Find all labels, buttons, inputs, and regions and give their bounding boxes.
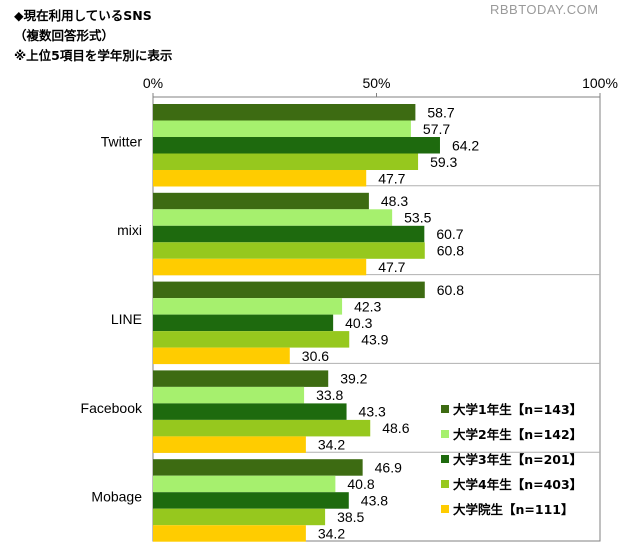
bar	[153, 281, 425, 299]
data-label: 40.8	[347, 476, 374, 492]
data-label: 58.7	[427, 104, 454, 120]
bar	[153, 104, 416, 121]
data-label: 60.7	[436, 226, 463, 242]
x-tick-label: 100%	[582, 75, 618, 91]
legend-swatch	[441, 480, 449, 488]
bar	[153, 137, 440, 154]
legend-swatch	[441, 455, 449, 463]
x-tick-label: 50%	[362, 75, 390, 91]
category-label: mixi	[117, 222, 142, 238]
bar	[153, 242, 425, 259]
data-label: 59.3	[430, 154, 457, 170]
legend-swatch	[441, 505, 449, 513]
data-label: 34.2	[318, 525, 345, 541]
watermark: RBBTODAY.COM	[490, 2, 599, 17]
data-label: 60.8	[437, 282, 464, 298]
category-label: Mobage	[91, 489, 142, 505]
data-label: 47.7	[378, 259, 405, 275]
legend-label: 大学1年生【n=143】	[453, 402, 582, 417]
bar	[153, 314, 334, 332]
data-label: 43.8	[361, 492, 388, 508]
bar	[153, 459, 363, 476]
legend-label: 大学4年生【n=403】	[453, 477, 582, 492]
data-label: 38.5	[337, 509, 364, 525]
legend-swatch	[441, 405, 449, 413]
bar	[153, 347, 290, 365]
bar	[153, 120, 411, 137]
legend-label: 大学院生【n=111】	[453, 502, 573, 517]
bar	[153, 225, 425, 243]
data-label: 53.5	[404, 210, 431, 226]
data-label: 40.3	[345, 315, 372, 331]
data-label: 43.9	[361, 331, 388, 347]
category-label: Facebook	[81, 400, 143, 416]
chart-title-block: ◆現在利用しているSNS （複数回答形式） ※上位5項目を学年別に表示	[14, 6, 172, 66]
legend-swatch	[441, 430, 449, 438]
data-label: 43.3	[359, 404, 386, 420]
bar	[153, 209, 393, 226]
bar	[153, 153, 419, 170]
bar	[153, 298, 343, 315]
data-label: 34.2	[318, 437, 345, 453]
bar	[153, 508, 326, 526]
data-label: 42.3	[354, 298, 381, 314]
bar	[153, 331, 350, 348]
data-label: 60.8	[437, 243, 464, 259]
bar	[153, 436, 306, 453]
data-label: 33.8	[316, 387, 343, 403]
legend-label: 大学3年生【n=201】	[453, 452, 582, 467]
bar	[153, 170, 367, 187]
chart-title: ◆現在利用しているSNS	[14, 8, 152, 23]
chart-subtitle: （複数回答形式）	[14, 28, 115, 43]
x-tick-label: 0%	[143, 75, 163, 91]
data-label: 47.7	[378, 170, 405, 186]
data-label: 39.2	[340, 371, 367, 387]
bar	[153, 419, 371, 437]
legend-label: 大学2年生【n=142】	[453, 427, 582, 442]
category-label: LINE	[111, 311, 142, 327]
data-label: 48.3	[381, 193, 408, 209]
data-label: 30.6	[302, 348, 329, 364]
bar	[153, 525, 306, 542]
data-label: 57.7	[423, 121, 450, 137]
bar	[153, 192, 369, 210]
bar	[153, 403, 347, 420]
bar	[153, 258, 367, 276]
category-label: Twitter	[101, 133, 143, 149]
bar	[153, 370, 329, 387]
bar	[153, 386, 305, 404]
data-label: 48.6	[382, 420, 409, 436]
data-label: 64.2	[452, 137, 479, 153]
data-label: 46.9	[375, 459, 402, 475]
bar	[153, 492, 349, 509]
chart-note: ※上位5項目を学年別に表示	[14, 48, 173, 63]
bar	[153, 475, 336, 493]
